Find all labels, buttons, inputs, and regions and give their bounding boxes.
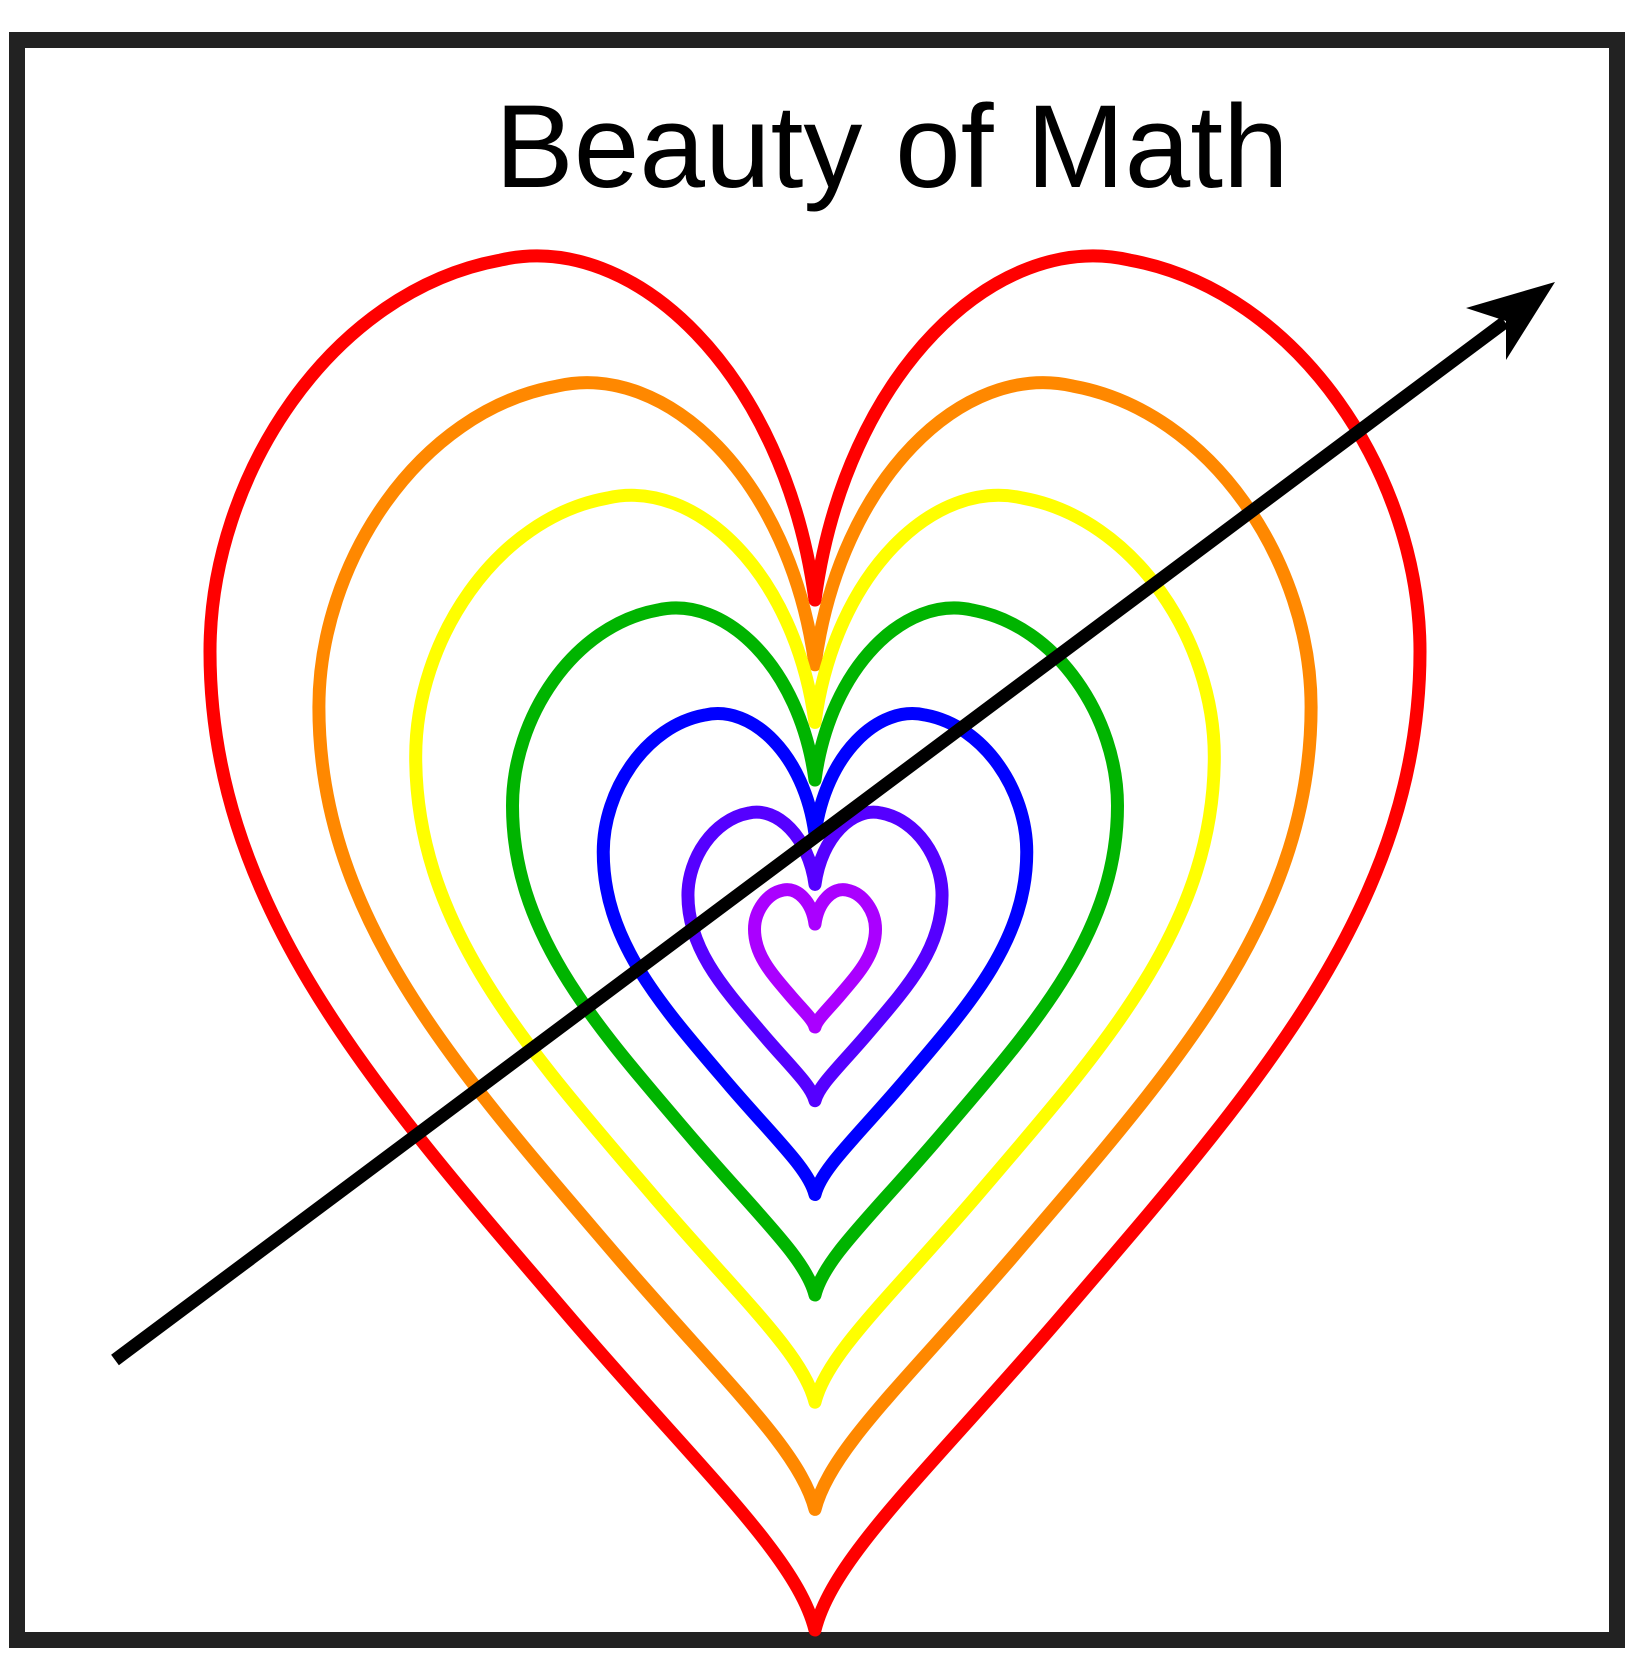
diagram-frame (9, 32, 1625, 1648)
diagram-title: Beauty of Math (495, 81, 1289, 213)
arrow-shaft (111, 316, 1509, 1366)
heart-curve-2 (312, 376, 1318, 1516)
heart-curve-1 (203, 249, 1427, 1637)
hearts-group (203, 249, 1427, 1637)
arrow-head (1466, 282, 1555, 360)
arrow (111, 282, 1555, 1366)
heart-curve-6 (681, 805, 949, 1108)
heart-curve-3 (409, 488, 1221, 1409)
heart-curve-7 (748, 883, 882, 1034)
heart-curve-4 (506, 601, 1124, 1302)
heart-curve-5 (596, 707, 1034, 1201)
